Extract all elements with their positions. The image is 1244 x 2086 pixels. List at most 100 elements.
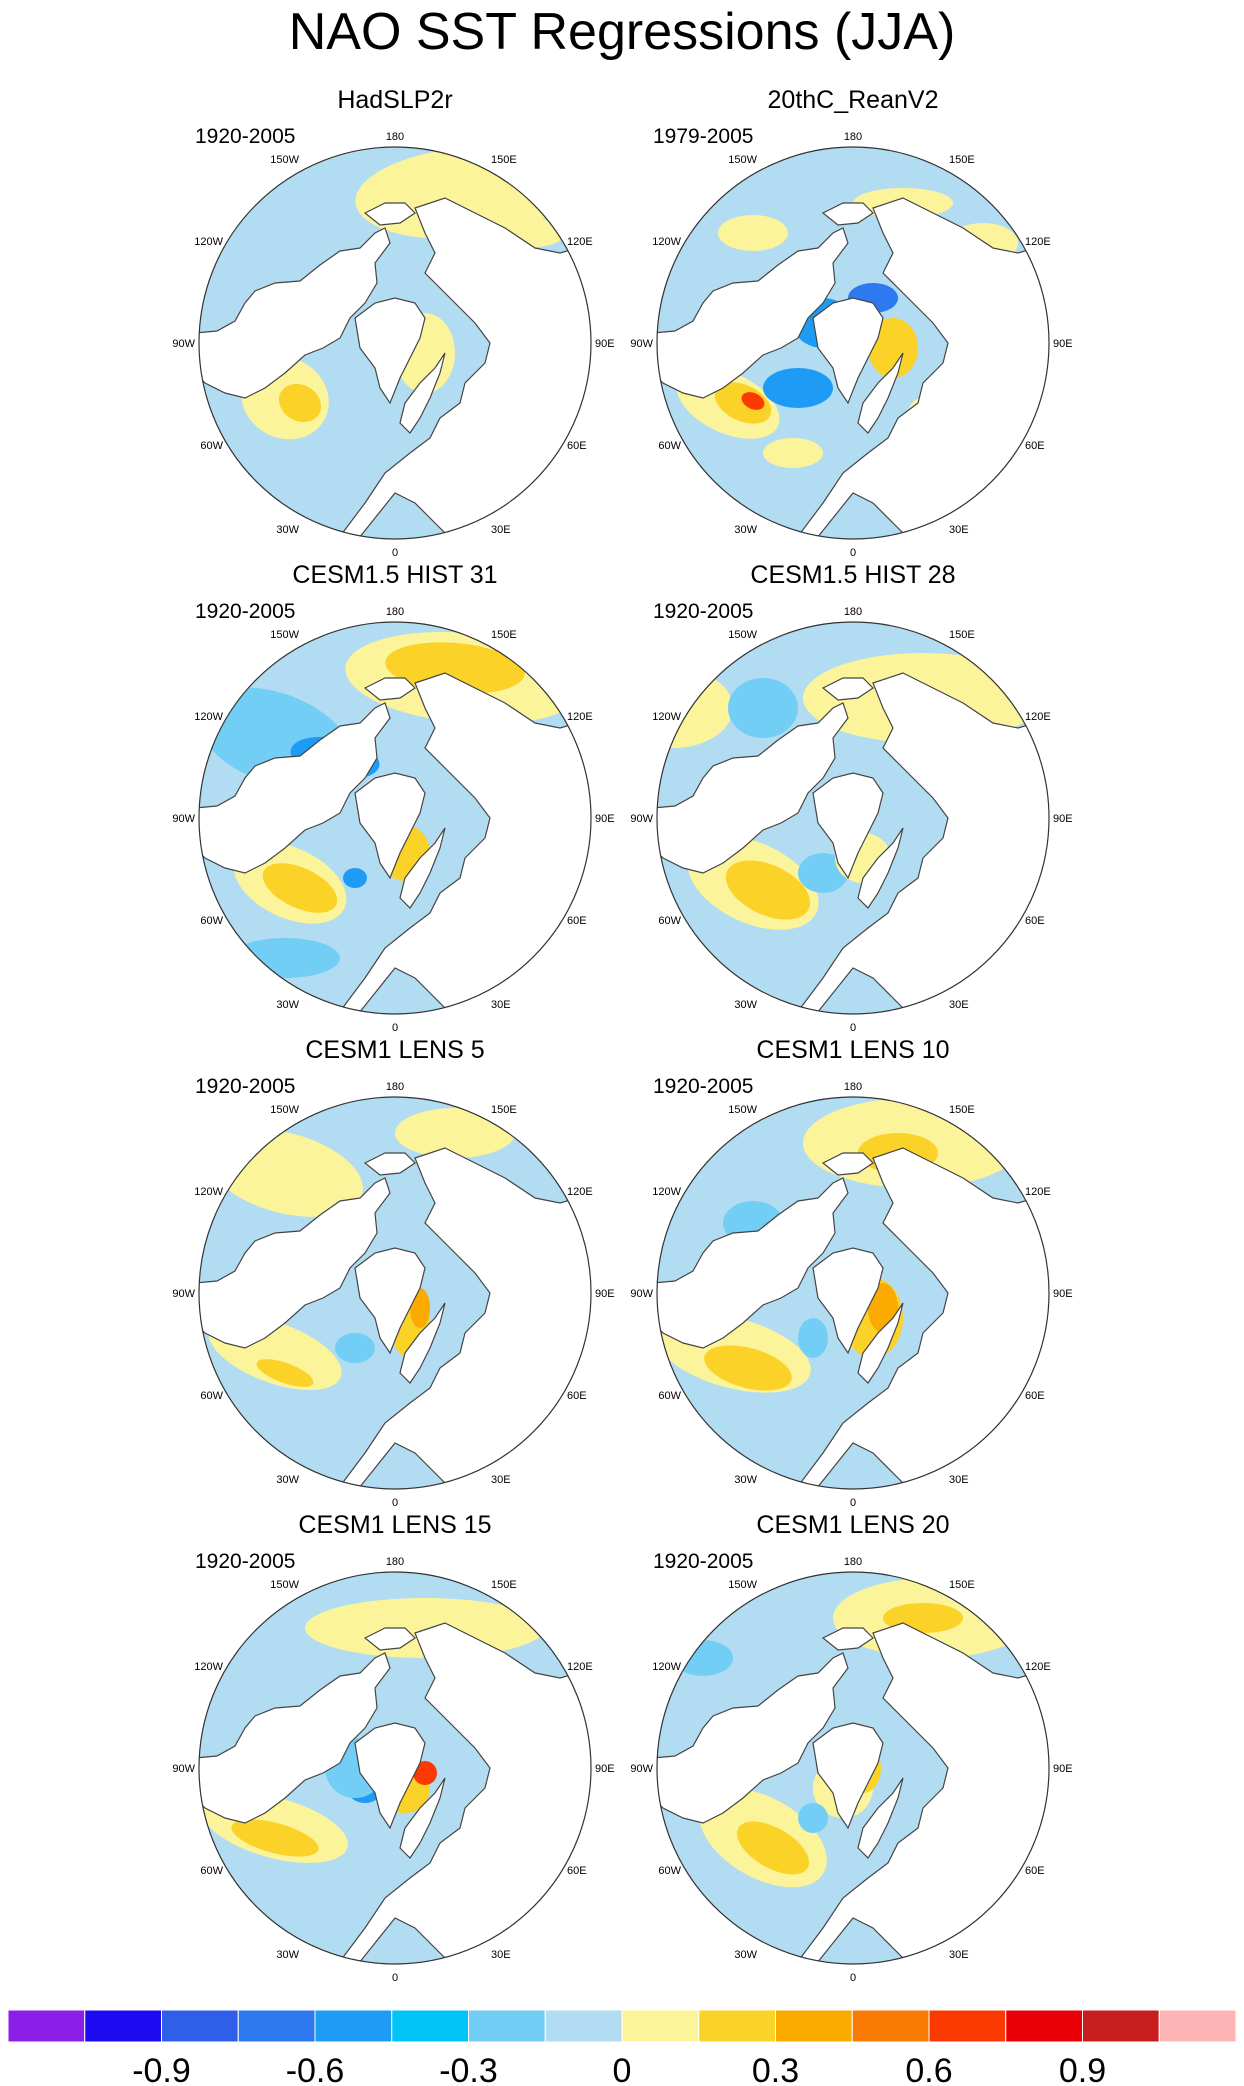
longitude-label: 180 xyxy=(844,131,862,143)
anomaly-contour xyxy=(798,1318,828,1358)
longitude-label: 90W xyxy=(630,338,653,350)
anomaly-contour xyxy=(741,392,765,410)
land-mass xyxy=(821,1627,874,1651)
longitude-label: 90W xyxy=(630,1763,653,1775)
anomaly-contour xyxy=(736,1821,810,1875)
land-mass xyxy=(333,197,591,539)
longitude-label: 90W xyxy=(630,813,653,825)
map-boundary xyxy=(198,1571,592,1965)
land-mass xyxy=(399,352,446,434)
longitude-label: 30E xyxy=(949,1474,969,1486)
longitude-label: 150E xyxy=(491,1579,517,1591)
colorbar-swatch xyxy=(1158,2009,1237,2043)
longitude-label: 60E xyxy=(567,440,587,452)
colorbar-tick-label: -0.3 xyxy=(439,2052,498,2086)
longitude-label: 120W xyxy=(194,711,223,723)
longitude-label: 150E xyxy=(491,154,517,166)
map-disk xyxy=(657,1097,1049,1489)
panel-title: CESM1.5 HIST 28 xyxy=(750,561,955,589)
land-mass xyxy=(857,827,904,909)
longitude-label: 0 xyxy=(850,1972,856,1984)
colorbar-swatch xyxy=(314,2009,393,2043)
land-mass xyxy=(354,1722,426,1830)
longitude-label: 60W xyxy=(200,440,223,452)
longitude-label: 120W xyxy=(194,1186,223,1198)
longitude-label: 90E xyxy=(1053,338,1073,350)
anomaly-contour xyxy=(395,1108,515,1158)
anomaly-contour xyxy=(673,1640,733,1676)
longitude-label: 150W xyxy=(270,154,299,166)
longitude-label: 90E xyxy=(595,813,615,825)
longitude-label: 90W xyxy=(172,338,195,350)
panel-title: CESM1 LENS 10 xyxy=(756,1036,949,1064)
longitude-label: 0 xyxy=(392,1497,398,1509)
colorbar-swatch xyxy=(237,2009,316,2043)
land-mass xyxy=(657,227,849,399)
land-mass xyxy=(812,1722,884,1830)
longitude-label: 120W xyxy=(652,711,681,723)
colorbar-swatch xyxy=(1082,2009,1160,2043)
longitude-label: 60E xyxy=(567,915,587,927)
longitude-label: 150W xyxy=(728,1104,757,1116)
land-mass xyxy=(821,202,874,226)
figure-title: NAO SST Regressions (JJA) xyxy=(288,3,956,61)
land-mass xyxy=(354,772,426,880)
land-mass xyxy=(857,1302,904,1384)
longitude-label: 120E xyxy=(567,1186,593,1198)
colorbar-swatch xyxy=(775,2009,853,2043)
longitude-label: 60W xyxy=(658,1390,681,1402)
panel-years: 1920-2005 xyxy=(653,1075,753,1098)
land-mass xyxy=(363,1152,416,1176)
longitude-label: 60E xyxy=(1025,1865,1045,1877)
map-boundary xyxy=(198,1096,592,1490)
land-mass xyxy=(199,1177,391,1349)
longitude-label: 120W xyxy=(194,1661,223,1673)
anomaly-contour xyxy=(335,1333,375,1363)
longitude-label: 60E xyxy=(567,1390,587,1402)
longitude-label: 60W xyxy=(200,1390,223,1402)
anomaly-contour xyxy=(798,853,848,893)
longitude-label: 90E xyxy=(595,1763,615,1775)
anomaly-contour xyxy=(704,1345,792,1391)
map-panels: HadSLP2r 1920-2005 180 150E 120E 90E 60E 30E 0 30… xyxy=(172,86,1072,1984)
longitude-label: 120E xyxy=(1025,1661,1051,1673)
colorbar-tick-label: -0.9 xyxy=(132,2052,191,2086)
map-disk xyxy=(657,1572,1049,1964)
map-disk xyxy=(199,1572,591,1964)
longitude-label: 90W xyxy=(172,1288,195,1300)
longitude-label: 150E xyxy=(949,154,975,166)
longitude-label: 180 xyxy=(386,1081,404,1093)
land-mass xyxy=(199,227,391,399)
longitude-label: 30E xyxy=(491,1474,511,1486)
longitude-label: 90E xyxy=(1053,813,1073,825)
map-boundary xyxy=(656,621,1050,1015)
colorbar-tick-label: 0 xyxy=(613,2052,632,2086)
longitude-label: 60W xyxy=(658,915,681,927)
longitude-label: 90E xyxy=(1053,1763,1073,1775)
colorbar-swatch xyxy=(928,2009,1007,2043)
longitude-label: 90E xyxy=(595,338,615,350)
map-panel: CESM1.5 HIST 28 1920-2005 180 150E 120E 90E 60… xyxy=(630,561,1073,1034)
panel-years: 1920-2005 xyxy=(653,600,753,623)
panel-years: 1979-2005 xyxy=(653,125,753,148)
longitude-label: 0 xyxy=(850,547,856,559)
longitude-label: 30W xyxy=(276,524,299,536)
land-mass xyxy=(791,1622,1049,1964)
land-mass xyxy=(857,352,904,434)
panel-years: 1920-2005 xyxy=(195,600,295,623)
longitude-label: 30W xyxy=(276,999,299,1011)
longitude-label: 30E xyxy=(949,524,969,536)
longitude-label: 150E xyxy=(491,1104,517,1116)
panel-title: CESM1 LENS 5 xyxy=(305,1036,484,1064)
longitude-label: 120W xyxy=(652,236,681,248)
longitude-label: 90W xyxy=(172,1763,195,1775)
colorbar-swatch xyxy=(621,2009,700,2043)
colorbar-tick-label: 0.9 xyxy=(1059,2052,1106,2086)
longitude-label: 60W xyxy=(200,1865,223,1877)
longitude-label: 30W xyxy=(734,524,757,536)
map-boundary xyxy=(656,146,1050,540)
longitude-label: 60E xyxy=(1025,915,1045,927)
